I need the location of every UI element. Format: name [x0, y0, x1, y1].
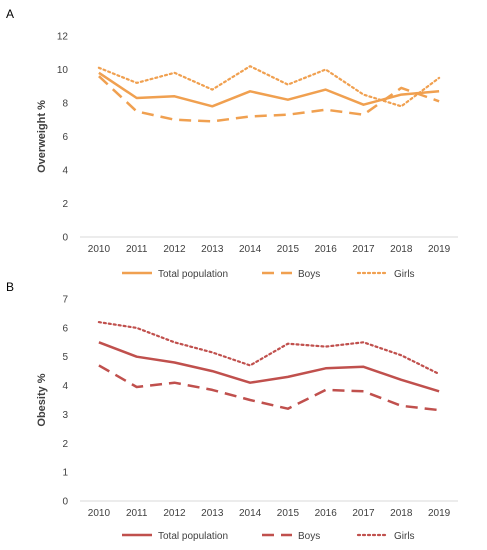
y-tick-label: 2 — [62, 439, 68, 450]
y-tick-label: 5 — [62, 352, 68, 363]
x-tick-label: 2011 — [126, 244, 148, 255]
series-line-girls — [97, 321, 441, 376]
x-tick-label: 2014 — [239, 508, 262, 519]
y-tick-label: 6 — [62, 132, 68, 143]
legend-label: Total population — [158, 531, 228, 542]
x-tick-label: 2018 — [390, 244, 413, 255]
y-tick-label: 0 — [62, 497, 68, 508]
series-line-boys — [98, 75, 440, 123]
y-tick-label: 0 — [62, 233, 68, 244]
y-tick-label: 7 — [62, 295, 68, 306]
legend-label: Girls — [394, 269, 415, 280]
x-tick-label: 2011 — [126, 508, 148, 519]
y-tick-label: 6 — [62, 323, 68, 334]
legend-label: Girls — [394, 531, 415, 542]
x-tick-label: 2016 — [315, 508, 338, 519]
x-tick-label: 2015 — [277, 244, 300, 255]
x-tick-label: 2010 — [88, 508, 111, 519]
y-tick-label: 4 — [62, 381, 68, 392]
x-tick-label: 2013 — [201, 244, 224, 255]
x-tick-label: 2015 — [277, 508, 300, 519]
y-tick-label: 2 — [62, 199, 68, 210]
y-tick-label: 1 — [62, 468, 68, 479]
x-tick-label: 2016 — [315, 244, 338, 255]
x-tick-label: 2019 — [428, 244, 451, 255]
y-tick-label: 4 — [62, 166, 68, 177]
y-axis-title: Obesity % — [36, 373, 48, 426]
series-line-total-population — [98, 341, 440, 393]
x-tick-label: 2014 — [239, 244, 262, 255]
x-tick-label: 2017 — [352, 508, 375, 519]
y-axis-title: Overweight % — [36, 100, 48, 173]
legend-label: Boys — [298, 269, 320, 280]
panel-label: B — [6, 280, 14, 294]
chart-panel-a: A 0 2 4 6 8 10 12 2010 2011 2012 2013 2014 2015 2016 20… — [6, 7, 458, 280]
series-line-girls — [97, 65, 441, 108]
x-tick-label: 2018 — [390, 508, 413, 519]
y-tick-label: 12 — [57, 32, 69, 43]
x-tick-label: 2017 — [352, 244, 375, 255]
legend-label: Boys — [298, 531, 320, 542]
chart-panel-b: B 0 1 2 3 4 5 6 7 2010 2011 2012 2013 2014 2015 2016 201… — [6, 280, 458, 542]
panel-label: A — [6, 7, 14, 21]
x-tick-label: 2013 — [201, 508, 224, 519]
y-tick-label: 3 — [62, 410, 68, 421]
x-tick-label: 2010 — [88, 244, 111, 255]
x-tick-label: 2019 — [428, 508, 451, 519]
y-tick-label: 10 — [57, 65, 69, 76]
y-tick-label: 8 — [62, 99, 68, 110]
legend-label: Total population — [158, 269, 228, 280]
x-tick-label: 2012 — [163, 508, 186, 519]
x-tick-label: 2012 — [163, 244, 186, 255]
series-line-total-population — [98, 71, 440, 108]
series-line-boys — [98, 364, 440, 412]
